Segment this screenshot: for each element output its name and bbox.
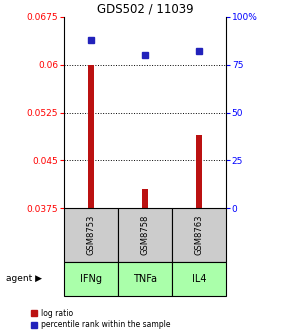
Text: IL4: IL4 (192, 274, 206, 284)
Legend: log ratio, percentile rank within the sample: log ratio, percentile rank within the sa… (31, 309, 170, 329)
Bar (172, 208, 226, 262)
Bar (118, 262, 172, 296)
Title: GDS502 / 11039: GDS502 / 11039 (97, 3, 193, 16)
Bar (118, 208, 172, 262)
Text: GSM8763: GSM8763 (195, 215, 204, 255)
Text: TNFa: TNFa (133, 274, 157, 284)
Bar (64, 208, 118, 262)
Bar (172, 262, 226, 296)
Bar (142, 189, 148, 208)
Text: GSM8758: GSM8758 (140, 215, 150, 255)
Text: GSM8753: GSM8753 (86, 215, 95, 255)
Text: agent ▶: agent ▶ (6, 275, 42, 283)
Bar (64, 262, 118, 296)
Text: IFNg: IFNg (80, 274, 102, 284)
Bar (196, 135, 202, 208)
Bar (88, 65, 94, 208)
